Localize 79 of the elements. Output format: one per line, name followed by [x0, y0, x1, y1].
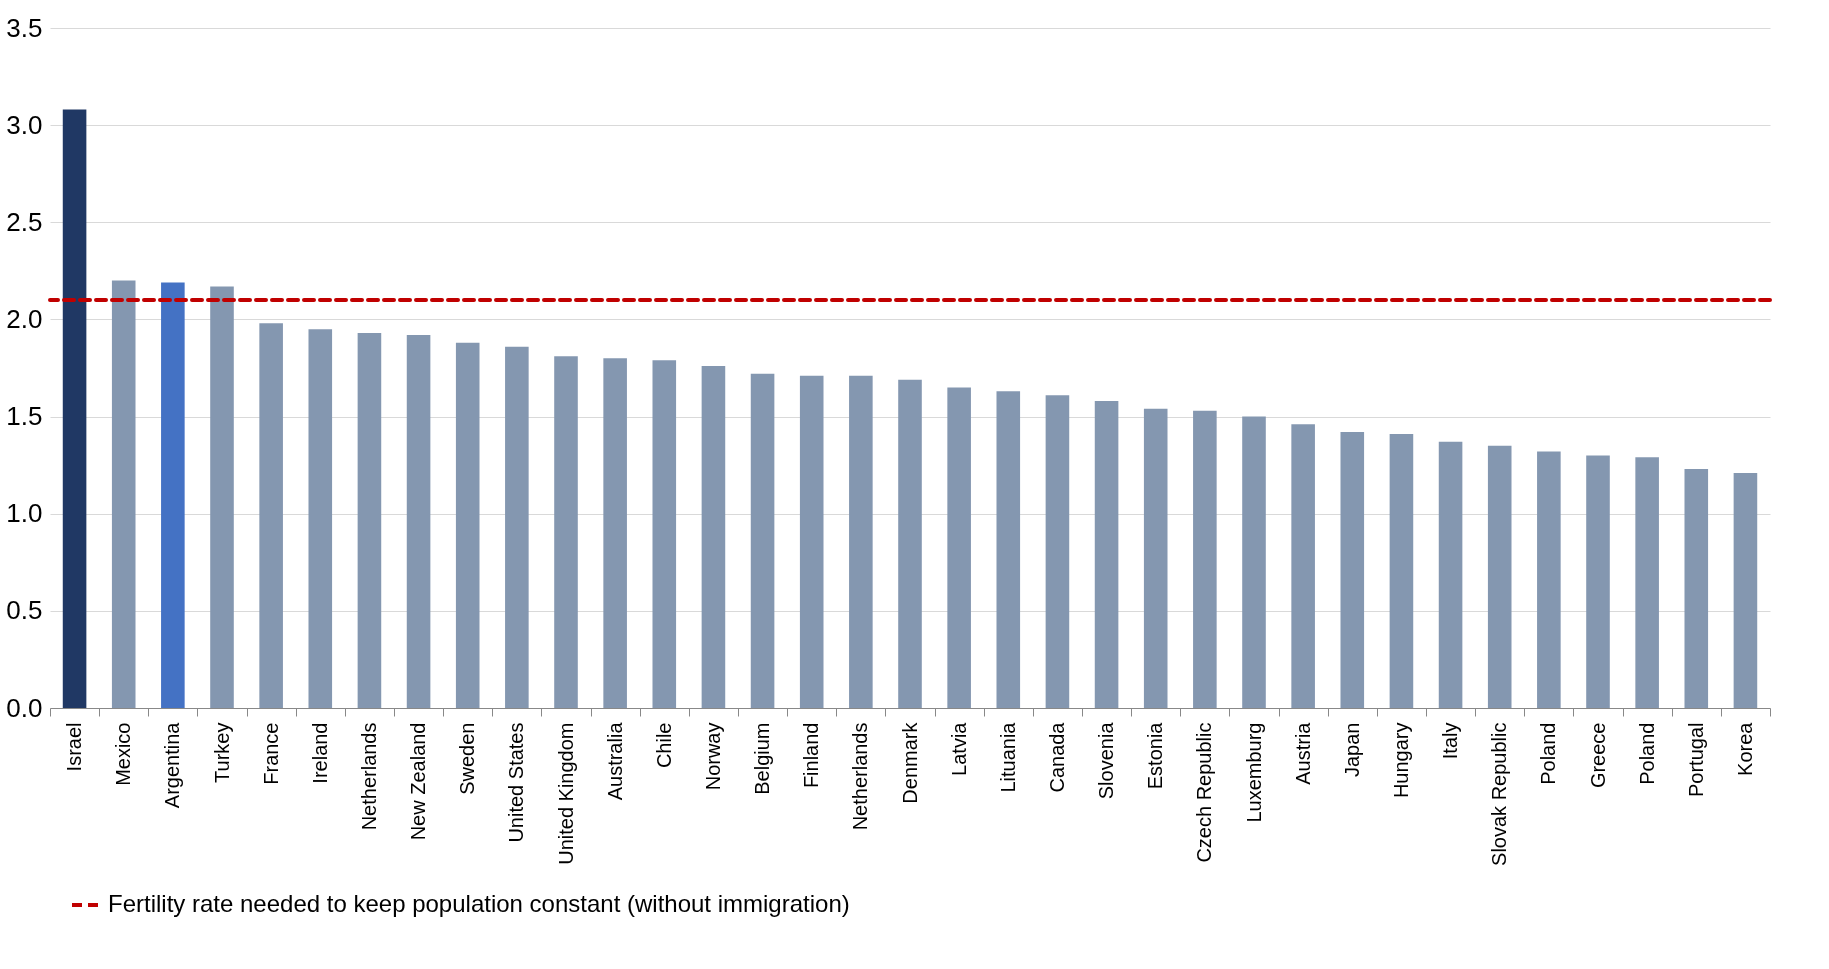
y-tick-label: 3.5: [6, 12, 43, 43]
x-tick-label: Chile: [652, 722, 675, 769]
bar: [750, 373, 775, 708]
bar: [1094, 401, 1119, 708]
bar: [161, 282, 185, 708]
x-tick-label: Canada: [1045, 721, 1068, 793]
x-tick-label: Denmark: [898, 721, 921, 804]
bar: [111, 280, 136, 708]
x-tick-label: Luxemburg: [1242, 722, 1265, 823]
bar: [1340, 432, 1365, 708]
x-tick-label: Slovak Republic: [1488, 722, 1511, 866]
bar: [308, 329, 333, 708]
x-tick-label: Netherlands: [357, 722, 380, 831]
x-tick-label: Belgium: [751, 722, 774, 795]
x-tick-label: France: [259, 722, 282, 785]
bar: [554, 356, 578, 708]
bar: [947, 387, 971, 708]
x-tick-label: Korea: [1733, 721, 1756, 776]
bar: [1045, 395, 1070, 708]
bar: [701, 366, 726, 708]
x-tick-label: Poland: [1537, 722, 1560, 785]
x-tick-label: Finland: [800, 722, 823, 789]
bar: [357, 333, 382, 708]
bar: [1586, 455, 1610, 708]
x-tick-label: United States: [505, 722, 528, 843]
bar: [603, 358, 627, 708]
x-tick-label: Mexico: [112, 722, 135, 786]
y-tick-label: 3.0: [6, 109, 43, 140]
x-tick-label: Czech Republic: [1193, 722, 1216, 863]
y-tick-label: 1.0: [6, 498, 43, 529]
bar: [1389, 434, 1414, 708]
x-tick-label: Japan: [1340, 722, 1363, 777]
bar: [1733, 472, 1758, 708]
bar: [62, 109, 87, 708]
x-tick-label: Norway: [701, 722, 724, 791]
x-tick-label: Austria: [1291, 721, 1314, 785]
x-tick-label: Greece: [1586, 722, 1609, 789]
bar: [1487, 445, 1512, 708]
x-tick-label: Latvia: [947, 721, 970, 776]
x-tick-label: Poland: [1635, 722, 1658, 785]
bar: [505, 346, 529, 708]
x-tick-label: Turkey: [210, 722, 233, 783]
bar: [1143, 408, 1168, 708]
x-tick-label: Ireland: [308, 722, 331, 784]
legend-label: Fertility rate needed to keep population constant (without immigration): [108, 890, 850, 917]
bar: [455, 342, 480, 708]
x-tick-label: Argentina: [161, 721, 184, 809]
x-tick-label: Estonia: [1144, 721, 1167, 790]
bar: [652, 360, 677, 708]
x-tick-label: Lituania: [996, 721, 1019, 793]
x-tick-label: Slovenia: [1095, 721, 1118, 800]
x-tick-label: Netherlands: [849, 722, 872, 831]
bar: [259, 323, 283, 708]
bar: [1537, 451, 1561, 708]
x-tick-label: United Kingdom: [554, 722, 577, 865]
bar: [210, 286, 234, 708]
bar: [1291, 424, 1315, 708]
y-tick-label: 0.5: [6, 595, 43, 626]
bar: [849, 375, 873, 708]
x-tick-label: Hungary: [1389, 722, 1412, 799]
bar: [996, 391, 1021, 708]
bar: [898, 379, 922, 708]
x-tick-label: Israel: [63, 722, 86, 772]
x-tick-label: New Zealand: [407, 722, 430, 841]
x-tick-label: Sweden: [456, 722, 479, 795]
x-tick-label: Italy: [1439, 722, 1462, 760]
bar: [1242, 416, 1266, 708]
bar: [1684, 469, 1709, 708]
y-tick-label: 0.0: [6, 692, 43, 723]
y-tick-label: 1.5: [6, 401, 43, 432]
bar: [1193, 410, 1217, 708]
y-tick-label: 2.5: [6, 206, 43, 237]
x-tick-label: Portugal: [1684, 722, 1707, 797]
x-tick-label: Australia: [603, 721, 626, 801]
bar: [799, 375, 824, 708]
bar: [406, 334, 431, 708]
bar: [1635, 457, 1659, 708]
y-tick-label: 2.0: [6, 303, 43, 334]
bar: [1438, 441, 1463, 708]
